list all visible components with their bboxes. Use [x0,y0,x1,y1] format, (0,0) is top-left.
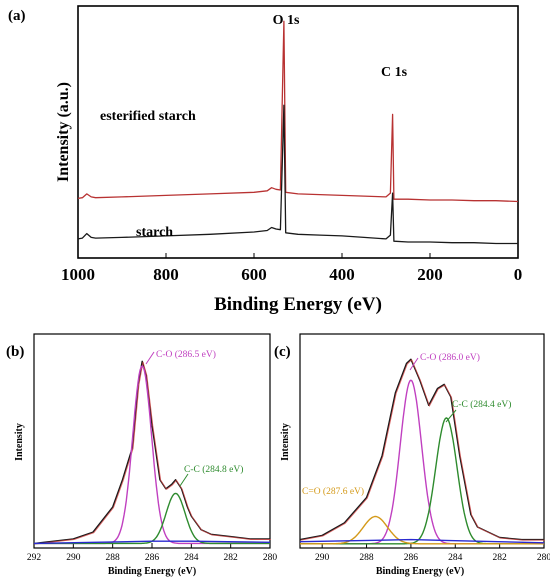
x-tick-label: 200 [417,265,443,284]
x-tick-label: 280 [263,553,278,563]
panel-b-y-axis-label: Intensity [14,423,25,461]
panel-a-x-axis-label: Binding Energy (eV) [214,294,382,315]
panel-c-y-axis-label: Intensity [280,423,291,461]
series-line [299,538,545,544]
x-tick-label: 292 [27,553,42,563]
fit-envelope-line [300,359,545,541]
x-tick-label: 286 [404,553,419,563]
x-tick-label: 600 [241,265,267,284]
x-tick-label: 290 [315,553,330,563]
x-tick-label: 282 [224,553,239,563]
series-label-esterified-starch: esterified starch [100,109,196,124]
panel-b-annotation-cc: C-C (284.8 eV) [184,464,243,475]
series-line [33,540,271,545]
panel-b-series [33,360,271,545]
x-tick-label: 284 [448,553,463,563]
panel-c-x-ticks: 290 288 286 284 282 280 [315,543,550,563]
panel-b-annotation-co: C-O (286.5 eV) [156,349,216,360]
x-tick-label: 286 [145,553,160,563]
panel-b-pointer-cc [179,473,189,487]
series-line [300,417,544,545]
panel-c-annotation-co: C-O (286.0 eV) [420,352,480,363]
peak-label-o1s: O 1s [273,13,300,28]
series-line [34,365,270,545]
x-tick-label: 280 [537,553,550,563]
panel-a: (a) 1000 800 600 400 200 0 Binding Energy (eV… [8,5,522,315]
x-tick-label: 282 [493,553,508,563]
panel-a-y-axis-label: Intensity (a.u.) [55,82,72,182]
panel-a-frame [77,5,519,259]
series-line [34,492,270,545]
panel-c-pointer-co [409,357,419,371]
series-line [300,515,544,545]
panel-c-frame [299,333,545,549]
panel-b-x-ticks: 292 290 288 286 284 282 280 [27,543,278,563]
x-tick-label: 284 [184,553,199,563]
panel-c-pointer-cc [445,409,457,423]
panel-c-annotation-cc: C-C (284.4 eV) [452,399,511,410]
panel-a-x-ticks: 1000 800 600 400 200 0 [61,253,522,284]
x-tick-label: 0 [514,265,523,284]
x-tick-label: 800 [153,265,179,284]
x-tick-label: 400 [329,265,355,284]
series-line [77,104,518,245]
panel-a-series [77,20,519,245]
panel-c-series [299,358,545,545]
panel-b-x-axis-label: Binding Energy (eV) [108,566,196,577]
series-label-starch: starch [136,225,173,240]
panel-b-pointer-co [145,351,155,365]
panel-c-x-axis-label: Binding Energy (eV) [376,566,464,577]
x-tick-label: 1000 [61,265,95,284]
fit-envelope-line [34,361,271,545]
panel-a-label: (a) [8,8,26,24]
panel-b: (b) 292 290 288 286 284 282 280 Binding Energy… [6,333,278,577]
x-tick-label: 288 [106,553,121,563]
panel-c: (c) 290 288 286 284 282 280 Binding Energy (e… [274,333,550,577]
x-tick-label: 288 [359,553,374,563]
panel-b-label: (b) [6,344,24,360]
panel-c-annotation-c-double-o: C=O (287.6 eV) [302,486,364,497]
series-line [33,360,270,545]
peak-label-c1s: C 1s [381,65,408,80]
x-tick-label: 290 [66,553,81,563]
panel-c-label: (c) [274,344,291,360]
